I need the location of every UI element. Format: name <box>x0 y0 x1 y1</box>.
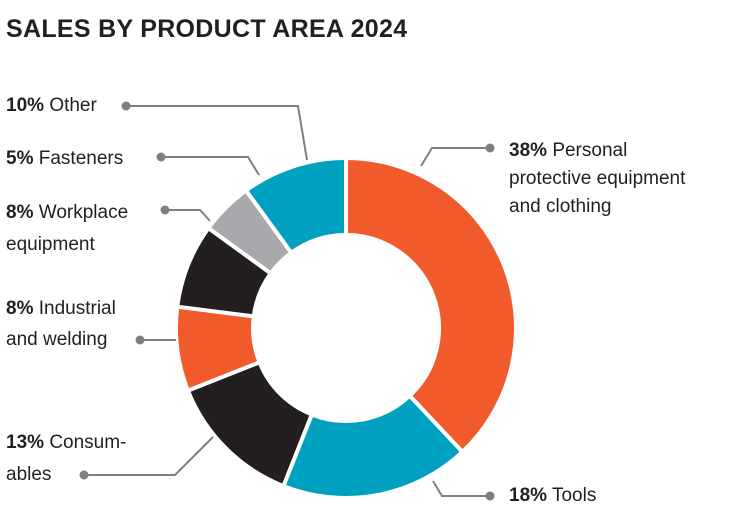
label-consumables: 13% Consum- ables <box>6 432 126 485</box>
svg-text:13% Consum-: 13% Consum- <box>6 432 126 453</box>
leader-line-2 <box>84 436 214 476</box>
label-personal-protective: 38% Personal protective equipment and cl… <box>509 140 686 217</box>
leader-dot-6 <box>121 101 131 111</box>
leader-dot-1 <box>485 491 495 501</box>
label-industrial-welding: 8% Industrial and welding <box>6 298 116 350</box>
slice-6 <box>243 155 348 256</box>
label-text: Tools <box>552 485 596 506</box>
svg-text:8% Industrial: 8% Industrial <box>6 298 116 319</box>
leader-line-1 <box>432 480 490 497</box>
label-text: and welding <box>6 329 107 350</box>
label-tools: 18% Tools <box>509 485 596 506</box>
leader-dot-3 <box>135 335 145 345</box>
leader-lines <box>79 101 495 501</box>
leader-line-4 <box>165 209 211 222</box>
pct-label: 38% <box>509 140 547 161</box>
pct-label: 18% <box>509 485 547 506</box>
label-text: Industrial <box>39 298 116 319</box>
pct-label: 5% <box>6 148 34 169</box>
leader-dot-2 <box>79 470 89 480</box>
leader-line-6 <box>126 105 308 161</box>
leader-dot-0 <box>485 143 495 153</box>
svg-text:18% Tools: 18% Tools <box>509 485 596 506</box>
svg-text:38% Personal: 38% Personal <box>509 140 627 161</box>
svg-text:10% Other: 10% Other <box>6 95 98 116</box>
chart-title: SALES BY PRODUCT AREA 2024 <box>6 15 407 43</box>
label-text: equipment <box>6 234 95 255</box>
pct-label: 10% <box>6 95 44 116</box>
slice-0 <box>344 155 518 455</box>
leader-line-0 <box>420 147 490 167</box>
pct-label: 13% <box>6 432 44 453</box>
label-text: Other <box>49 95 97 116</box>
label-other: 10% Other <box>6 95 98 116</box>
label-text: ables <box>6 464 51 485</box>
slices <box>174 155 518 500</box>
label-text: protective equipment <box>509 168 686 189</box>
svg-text:5% Fasteners: 5% Fasteners <box>6 148 123 169</box>
label-fasteners: 5% Fasteners <box>6 148 123 169</box>
leader-line-5 <box>161 156 260 176</box>
label-workplace-equipment: 8% Workplace equipment <box>6 202 128 255</box>
leader-dot-5 <box>156 152 166 162</box>
pct-label: 8% <box>6 298 34 319</box>
label-text: and clothing <box>509 196 611 217</box>
pct-label: 8% <box>6 202 34 223</box>
svg-text:8% Workplace: 8% Workplace <box>6 202 128 223</box>
leader-dot-4 <box>160 205 170 215</box>
label-text: Personal <box>552 140 627 161</box>
label-text: Workplace <box>39 202 128 223</box>
label-text: Fasteners <box>39 148 123 169</box>
label-text: Consum- <box>49 432 126 453</box>
